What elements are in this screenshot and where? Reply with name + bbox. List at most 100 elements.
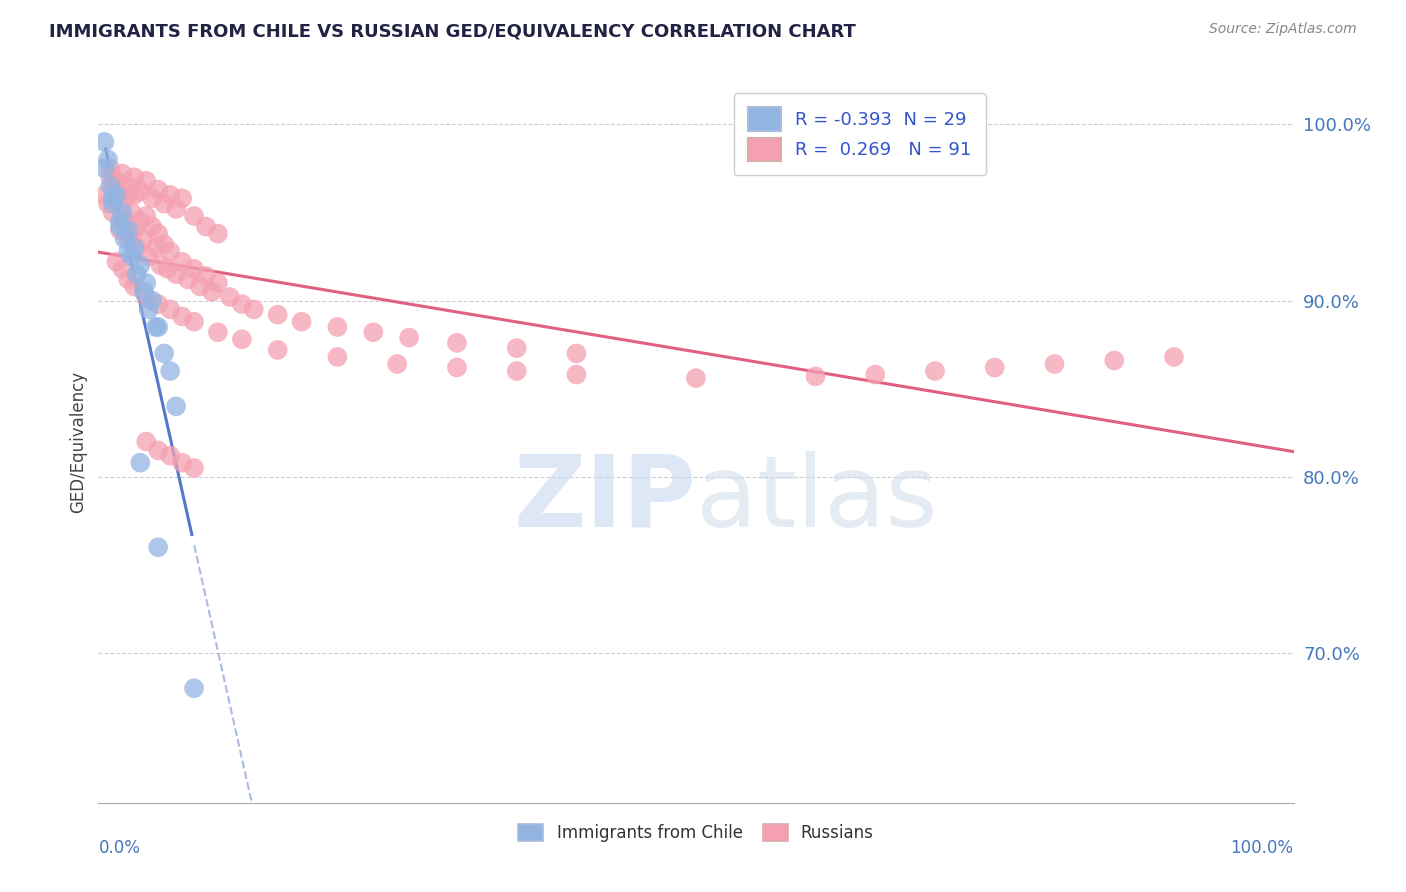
Point xyxy=(148,227,170,241)
Point xyxy=(291,315,314,329)
Point xyxy=(117,272,139,286)
Point xyxy=(565,368,588,382)
Point xyxy=(243,302,266,317)
Point xyxy=(172,191,194,205)
Point xyxy=(685,371,707,385)
Point xyxy=(363,326,385,340)
Point xyxy=(326,350,349,364)
Point xyxy=(117,187,139,202)
Point xyxy=(111,261,134,276)
Point xyxy=(201,285,224,299)
Point xyxy=(105,174,128,188)
Point xyxy=(125,241,148,255)
Point xyxy=(105,187,128,202)
Point xyxy=(135,209,157,223)
Point xyxy=(219,290,242,304)
Point xyxy=(145,320,167,334)
Point xyxy=(97,196,120,211)
Point xyxy=(111,196,134,211)
Point xyxy=(153,346,176,360)
Y-axis label: GED/Equivalency: GED/Equivalency xyxy=(69,370,87,513)
Point xyxy=(141,293,163,308)
Point xyxy=(124,279,146,293)
Text: Source: ZipAtlas.com: Source: ZipAtlas.com xyxy=(1209,22,1357,37)
Point xyxy=(145,241,167,255)
Point xyxy=(207,276,229,290)
Point xyxy=(101,196,124,211)
Point xyxy=(231,332,253,346)
Point xyxy=(565,346,588,360)
Point xyxy=(183,261,205,276)
Point xyxy=(129,456,152,470)
Text: 0.0%: 0.0% xyxy=(98,838,141,857)
Point xyxy=(207,227,229,241)
Point xyxy=(165,267,187,281)
Point xyxy=(177,272,200,286)
Point xyxy=(172,456,194,470)
Point xyxy=(183,461,205,475)
Point xyxy=(446,335,468,350)
Point xyxy=(117,244,139,259)
Point xyxy=(97,153,120,167)
Point xyxy=(1043,357,1066,371)
Point xyxy=(398,330,420,344)
Point xyxy=(326,320,349,334)
Point xyxy=(114,232,136,246)
Point xyxy=(1104,353,1126,368)
Point xyxy=(804,369,827,384)
Point xyxy=(267,343,290,357)
Point xyxy=(385,357,409,371)
Point xyxy=(105,254,128,268)
Point xyxy=(165,399,187,413)
Point xyxy=(117,223,139,237)
Point xyxy=(114,214,136,228)
Point xyxy=(135,174,157,188)
Point xyxy=(149,258,172,272)
Point xyxy=(506,341,529,355)
Point xyxy=(98,161,122,176)
Point xyxy=(446,360,468,375)
Point xyxy=(183,209,205,223)
Point xyxy=(506,364,529,378)
Point xyxy=(98,170,122,185)
Point xyxy=(195,219,218,234)
Point xyxy=(101,191,124,205)
Text: 100.0%: 100.0% xyxy=(1230,838,1294,857)
Point xyxy=(148,443,170,458)
Point xyxy=(159,302,181,317)
Point xyxy=(195,268,218,283)
Point xyxy=(207,326,229,340)
Point xyxy=(183,681,205,696)
Text: IMMIGRANTS FROM CHILE VS RUSSIAN GED/EQUIVALENCY CORRELATION CHART: IMMIGRANTS FROM CHILE VS RUSSIAN GED/EQU… xyxy=(49,22,856,40)
Point xyxy=(231,297,253,311)
Point xyxy=(129,184,152,198)
Point xyxy=(135,434,157,449)
Point xyxy=(159,449,181,463)
Point xyxy=(93,187,115,202)
Point xyxy=(148,297,170,311)
Point xyxy=(124,223,146,237)
Point xyxy=(865,368,887,382)
Point xyxy=(108,223,131,237)
Point xyxy=(93,161,115,176)
Legend: Immigrants from Chile, Russians: Immigrants from Chile, Russians xyxy=(512,817,880,848)
Point xyxy=(984,360,1007,375)
Point xyxy=(148,182,170,196)
Point xyxy=(111,167,134,181)
Point xyxy=(132,232,155,246)
Point xyxy=(124,170,146,185)
Point xyxy=(101,205,124,219)
Point xyxy=(148,541,170,555)
Point xyxy=(188,279,211,293)
Point xyxy=(172,254,194,268)
Text: ZIP: ZIP xyxy=(513,450,696,548)
Point xyxy=(129,214,152,228)
Point xyxy=(159,187,181,202)
Point xyxy=(117,232,139,246)
Point xyxy=(125,267,148,281)
Point xyxy=(108,219,131,234)
Point xyxy=(138,302,160,317)
Point xyxy=(148,320,170,334)
Point xyxy=(121,205,143,219)
Point xyxy=(132,285,155,299)
